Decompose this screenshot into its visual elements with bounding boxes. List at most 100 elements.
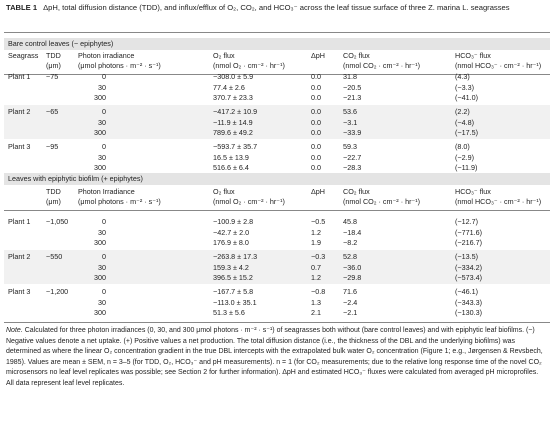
value-cell: −2.4 (343, 297, 358, 307)
irradiance-cell: 300 (94, 128, 106, 138)
value-cell: −263.8 ± 17.3 (213, 252, 258, 261)
value-cell: −3.1 (343, 117, 358, 127)
value-cell: −308.0 ± 5.9 (213, 72, 254, 81)
seagrass-cell: Plant 1 (8, 217, 31, 226)
value-cell: 71.6 (343, 287, 357, 296)
irradiance-cell: 300 (94, 308, 106, 318)
column-header: TDD (46, 187, 61, 196)
column-header: (nmol HCO₃⁻ · cm⁻² · hr⁻¹) (455, 61, 542, 70)
value-cell: −167.7 ± 5.8 (213, 287, 254, 296)
irradiance-cell: 300 (94, 238, 106, 248)
column-header: (μm) (46, 197, 61, 206)
column-header: O₂ flux (213, 51, 235, 60)
value-cell: 0.0 (311, 128, 321, 138)
value-cell: 0.7 (311, 262, 321, 272)
value-cell: (4.3) (455, 72, 470, 81)
value-cell: (−216.7) (455, 238, 482, 248)
column-header: TDD (46, 51, 61, 60)
irradiance-cell: 30 (98, 227, 106, 237)
irradiance-cell: 30 (98, 152, 106, 162)
caption: TABLE 1 ΔpH, total diffusion distance (TD… (6, 3, 546, 14)
value-cell: −22.7 (343, 152, 362, 162)
value-cell: 0.0 (311, 152, 321, 162)
value-cell: −417.2 ± 10.9 (213, 107, 258, 116)
value-cell: (−4.8) (455, 117, 474, 127)
value-cell: −42.7 ± 2.0 (213, 227, 250, 237)
column-header: (nmol CO₂ · cm⁻² · hr⁻¹) (343, 61, 421, 70)
value-cell: (−771.6) (455, 227, 482, 237)
value-cell: (−130.3) (455, 308, 482, 318)
value-cell: 0.0 (311, 82, 321, 92)
irradiance-cell: 300 (94, 273, 106, 283)
tdd-cell: ~95 (46, 142, 59, 151)
column-header: (μmol photons · m⁻² · s⁻¹) (78, 197, 161, 206)
value-cell: 1.2 (311, 273, 321, 283)
bottom-rule (4, 322, 550, 323)
value-cell: 0.0 (311, 163, 321, 173)
irradiance-cell: 0 (102, 107, 106, 116)
section-title: Leaves with epiphytic biofilm (+ epiphyt… (8, 174, 143, 183)
irradiance-cell: 0 (102, 252, 106, 261)
value-cell: 789.6 ± 49.2 (213, 128, 253, 138)
column-header: HCO₃⁻ flux (455, 187, 491, 196)
value-cell: (−17.5) (455, 128, 478, 138)
value-cell: 396.5 ± 15.2 (213, 273, 253, 283)
column-header: HCO₃⁻ flux (455, 51, 491, 60)
row-shade (4, 105, 550, 139)
irradiance-cell: 30 (98, 117, 106, 127)
value-cell: −28.3 (343, 163, 362, 173)
value-cell: −18.4 (343, 227, 362, 237)
caption-text: ΔpH, total diffusion distance (TDD), and… (43, 3, 510, 12)
tdd-cell: ~550 (46, 252, 63, 261)
value-cell: 31.8 (343, 72, 357, 81)
irradiance-cell: 300 (94, 93, 106, 103)
value-cell: −0.8 (311, 287, 326, 296)
column-header: Seagrass (8, 51, 39, 60)
value-cell: (−41.0) (455, 93, 478, 103)
column-header: (nmol O₂ · cm⁻² · hr⁻¹) (213, 197, 285, 206)
value-cell: −0.5 (311, 217, 326, 226)
irradiance-cell: 300 (94, 163, 106, 173)
row-shade (4, 250, 550, 284)
value-cell: 0.0 (311, 142, 321, 151)
value-cell: −21.3 (343, 93, 362, 103)
value-cell: (−343.3) (455, 297, 482, 307)
value-cell: 16.5 ± 13.9 (213, 152, 249, 162)
value-cell: 52.8 (343, 252, 357, 261)
irradiance-cell: 0 (102, 217, 106, 226)
column-header: CO₂ flux (343, 187, 370, 196)
value-cell: −113.0 ± 35.1 (213, 297, 257, 307)
header-rule (4, 74, 550, 75)
value-cell: −100.9 ± 2.8 (213, 217, 254, 226)
value-cell: −36.0 (343, 262, 362, 272)
note-label: Note. (6, 327, 23, 334)
value-cell: −20.5 (343, 82, 362, 92)
seagrass-cell: Plant 1 (8, 72, 31, 81)
irradiance-cell: 30 (98, 297, 106, 307)
value-cell: 2.1 (311, 308, 321, 318)
value-cell: (2.2) (455, 107, 470, 116)
column-header: (μmol photons · m⁻² · s⁻¹) (78, 61, 161, 70)
value-cell: (−46.1) (455, 287, 478, 296)
value-cell: −11.9 ± 14.9 (213, 117, 253, 127)
value-cell: (−11.9) (455, 163, 478, 173)
value-cell: (−12.7) (455, 217, 478, 226)
value-cell: 0.0 (311, 117, 321, 127)
irradiance-cell: 0 (102, 287, 106, 296)
section-title: Bare control leaves (− epiphytes) (8, 39, 114, 48)
value-cell: (8.0) (455, 142, 470, 151)
top-rule (4, 32, 550, 33)
seagrass-cell: Plant 3 (8, 287, 31, 296)
value-cell: −8.2 (343, 238, 358, 248)
value-cell: 0.0 (311, 107, 321, 116)
column-header: ΔpH (311, 187, 325, 196)
value-cell: 1.2 (311, 227, 321, 237)
value-cell: −593.7 ± 35.7 (213, 142, 258, 151)
value-cell: 1.3 (311, 297, 321, 307)
value-cell: −29.8 (343, 273, 362, 283)
irradiance-cell: 30 (98, 82, 106, 92)
value-cell: 45.8 (343, 217, 357, 226)
tdd-cell: ~1,200 (46, 287, 69, 296)
seagrass-cell: Plant 2 (8, 107, 31, 116)
irradiance-cell: 30 (98, 262, 106, 272)
